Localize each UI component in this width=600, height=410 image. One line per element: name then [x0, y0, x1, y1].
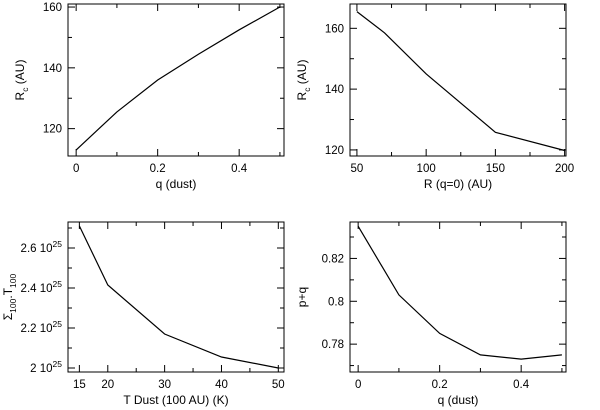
x-tick-label: 0 — [355, 379, 361, 391]
y-axis-label: Σ100.T100 — [1, 273, 18, 320]
x-tick-label: 40 — [215, 379, 228, 391]
x-tick-label: 0.4 — [513, 379, 530, 391]
x-axis-label: q (dust) — [438, 393, 479, 407]
x-tick-label: 0 — [73, 163, 79, 175]
x-tick-label: 0.2 — [432, 379, 448, 391]
data-line — [357, 225, 562, 360]
y-axis-label: Rc (AU) — [295, 60, 312, 101]
x-tick-label: 20 — [101, 379, 114, 391]
plot-frame — [67, 3, 285, 157]
data-line — [75, 6, 281, 151]
plot-frame — [67, 221, 285, 373]
y-tick-label: 120 — [43, 124, 62, 136]
x-tick-label: 150 — [486, 163, 505, 175]
x-tick-label: 50 — [272, 379, 285, 391]
y-axis-label: p+q — [295, 287, 309, 307]
panel-3: 15 20 30 40 50 2 1025 2.2 1025 2.4 1025 2.6 1025… — [1, 221, 285, 407]
y-tick-label: 2.4 1025 — [21, 279, 63, 295]
y-tick-label: 120 — [325, 145, 344, 157]
x-tick-label: 50 — [351, 163, 364, 175]
x-tick-label: 100 — [417, 163, 436, 175]
panel-2: 50 100 150 200 120 140 160 R (q=0) (AU) Rc (AU) — [295, 3, 574, 191]
y-tick-label: 160 — [43, 2, 62, 14]
x-tick-label: 200 — [555, 163, 574, 175]
y-tick-label: 2.6 1025 — [21, 239, 63, 255]
x-axis-label: R (q=0) (AU) — [424, 177, 492, 191]
panel-4: 0 0.2 0.4 0.78 0.8 0.82 q (dust) p+q — [295, 221, 567, 407]
x-tick-label: 0.4 — [231, 163, 248, 175]
x-axis-label: q (dust) — [156, 177, 197, 191]
x-tick-label: 15 — [73, 379, 86, 391]
y-tick-label: 140 — [43, 63, 62, 75]
data-line — [356, 11, 565, 152]
panel-1: 0 0.2 0.4 120 140 160 q (dust) Rc (AU) — [13, 2, 285, 191]
plot-frame — [349, 3, 567, 157]
y-tick-label: 0.8 — [328, 296, 344, 308]
y-tick-label: 0.78 — [322, 339, 344, 351]
y-tick-label: 140 — [325, 84, 344, 96]
y-tick-label: 2.2 1025 — [21, 319, 63, 335]
y-tick-label: 160 — [325, 23, 344, 35]
y-axis-label: Rc (AU) — [13, 60, 30, 101]
plot-frame — [349, 221, 567, 373]
x-axis-label: T Dust (100 AU) (K) — [123, 393, 228, 407]
data-line — [78, 225, 279, 369]
x-tick-label: 0.2 — [150, 163, 166, 175]
y-tick-label: 0.82 — [322, 253, 344, 265]
x-tick-label: 30 — [158, 379, 171, 391]
y-tick-label: 2 1025 — [30, 359, 62, 375]
